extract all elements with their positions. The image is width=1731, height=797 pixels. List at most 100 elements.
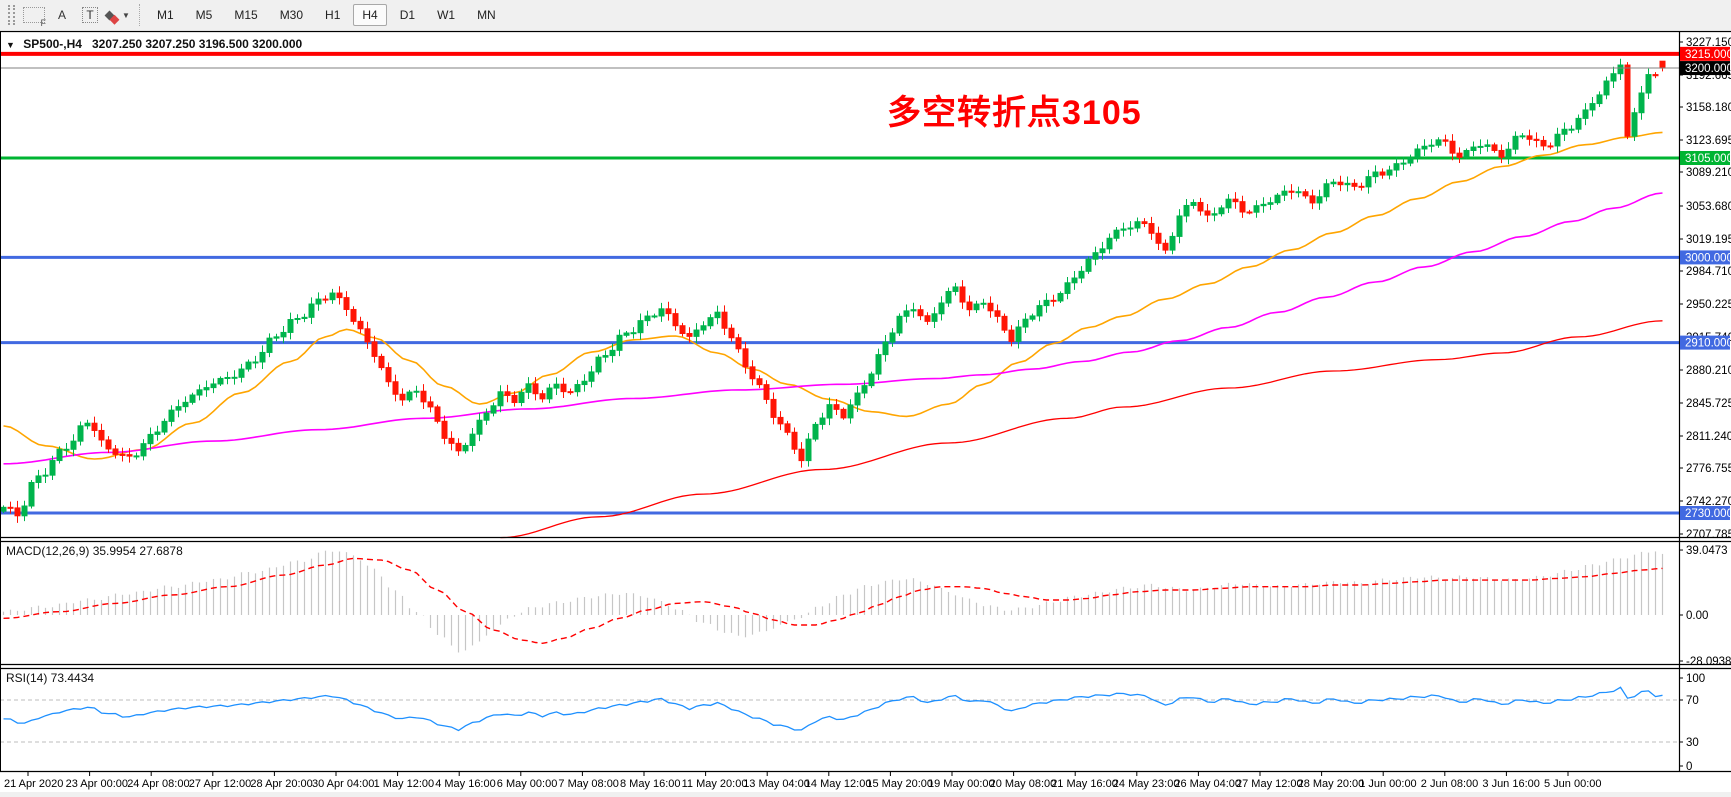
candle-body [1057,292,1064,302]
candle-body [357,320,364,330]
candle-body [1064,282,1071,294]
candle-body [672,313,679,327]
candle-body [1260,203,1267,207]
candle-body [742,348,749,368]
timeframe-W1[interactable]: W1 [428,4,464,26]
candle-body [399,393,406,401]
candle-body [756,378,763,386]
candle-body [791,431,798,450]
time-tick-label: 28 Apr 20:00 [250,778,312,790]
candle-body [1043,299,1050,307]
candle-body [231,376,238,379]
candle-body [1596,94,1603,105]
candle-body [336,292,343,299]
timeframe-D1[interactable]: D1 [391,4,424,26]
candle-body [973,303,980,311]
candle-body [959,286,966,303]
candle-body [504,391,511,396]
candle-body [924,315,931,322]
candle-body [1414,148,1421,159]
timeframe-M30[interactable]: M30 [271,4,312,26]
candle-body [882,341,889,356]
candle-body [1134,221,1141,229]
candle-body [1169,235,1176,251]
price-tag-3105.000 [1680,150,1730,165]
candle-body [539,393,546,400]
candle-body [1344,182,1351,186]
candle-body [1631,112,1638,137]
candle-body [448,437,455,444]
candle-body [1295,191,1302,194]
price-tag-3000.000 [1680,250,1730,265]
text-label-button[interactable]: A [49,4,75,26]
candle-body [1001,315,1008,331]
chart-canvas[interactable]: 3227.1503192.6653158.1803123.6953089.210… [0,30,1731,797]
candle-body [1274,194,1281,204]
candle-body [329,292,336,301]
candle-body [987,302,994,312]
timeframe-M5[interactable]: M5 [187,4,222,26]
candle-body [497,391,504,407]
price-tick-label: 2811.240 [1686,431,1731,443]
candle-body [1428,144,1435,147]
timeframe-M15[interactable]: M15 [225,4,266,26]
chart-background [0,30,1731,797]
candle-body [28,481,35,507]
candle-body [1008,329,1015,342]
candle-body [1624,64,1631,137]
candle-body [1645,74,1652,94]
price-tag-text: 3000.000 [1685,252,1731,264]
time-tick-label: 15 May 20:00 [866,778,933,790]
candle-body [1603,80,1610,96]
candle-body [301,316,308,319]
candle-body [273,336,280,339]
text-box-button[interactable]: T [77,4,103,26]
toolbar-grip[interactable] [8,5,15,25]
candle-body [875,354,882,375]
candle-body [420,390,427,403]
candle-body [693,329,700,337]
price-tag-text: 2910.000 [1685,338,1731,350]
indicator-grid-button[interactable]: F [21,4,47,28]
candle-body [392,381,399,395]
time-tick-label: 1 Jun 00:00 [1359,778,1417,790]
candle-body [1239,201,1246,213]
candle-body [686,332,693,337]
price-tag-3200.000 [1680,61,1730,76]
timeframe-H4[interactable]: H4 [353,4,387,26]
candle-body [1491,144,1498,151]
candle-body [1365,176,1372,188]
candle-body [581,380,588,386]
arrows-tool-button[interactable]: ▼ [104,4,131,26]
candle-body [1309,195,1316,204]
candle-body [1218,207,1225,215]
timeframe-MN[interactable]: MN [468,4,505,26]
candle-body [931,313,938,322]
candle-body [1638,92,1645,114]
candle-body [371,341,378,357]
candle-body [1617,64,1624,75]
candle-body [1183,204,1190,217]
candle-body [210,383,217,389]
candle-body [1225,198,1232,209]
candle-body [1092,252,1099,260]
candle-body [868,373,875,387]
candle-body [35,475,42,483]
candle-body [1561,128,1568,135]
candle-body [1589,103,1596,111]
candle-body [385,367,392,383]
timeframe-M1[interactable]: M1 [148,4,183,26]
timeframe-H1[interactable]: H1 [316,4,349,26]
candle-body [1526,135,1533,140]
candle-body [1302,191,1309,197]
candle-body [56,448,63,462]
time-tick-label: 5 Jun 00:00 [1544,778,1602,790]
price-tag-3215.000 [1680,46,1730,61]
candle-body [1582,109,1589,119]
candle-body [1533,138,1540,141]
candle-body [441,420,448,439]
candle-body [945,290,952,304]
price-tag-text: 3215.000 [1685,49,1731,61]
candle-body [308,303,315,318]
candle-body [784,423,791,433]
